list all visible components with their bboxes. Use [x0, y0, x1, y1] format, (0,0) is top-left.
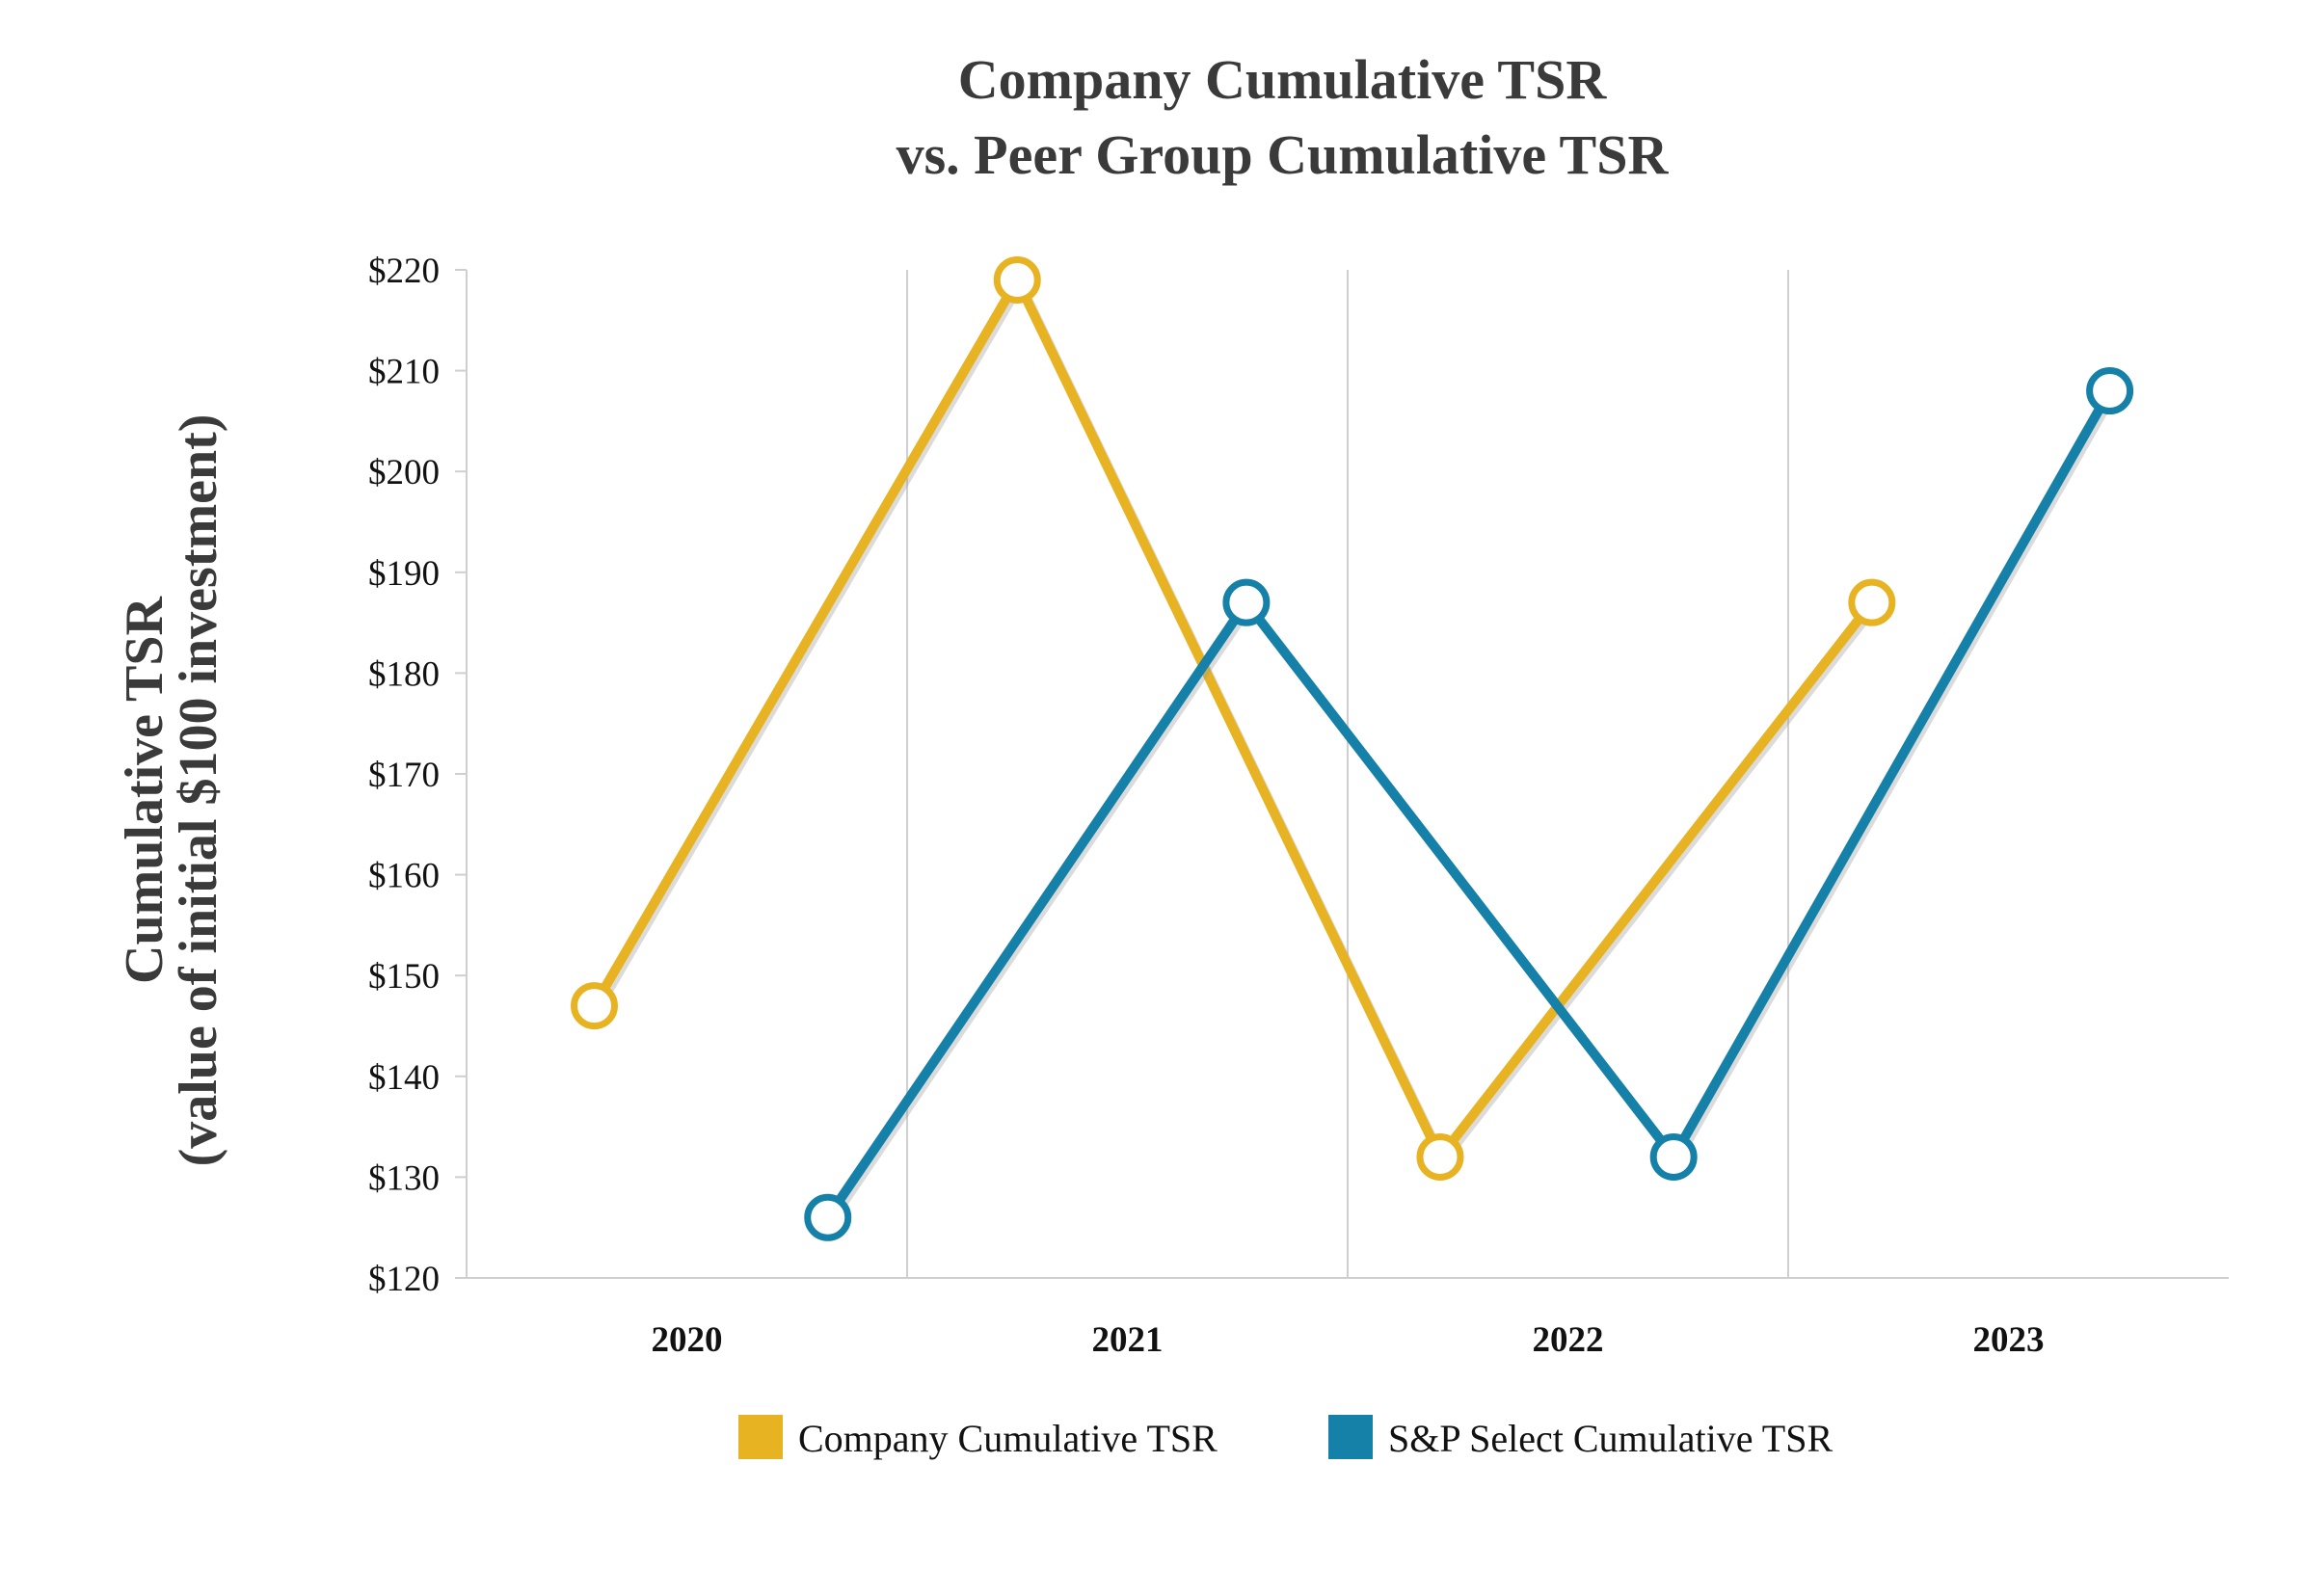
legend-swatch: [738, 1415, 783, 1459]
y-tick-label: $150: [368, 957, 440, 997]
y-tick-label: $180: [368, 654, 440, 694]
legend-label: Company Cumulative TSR: [798, 1417, 1218, 1460]
data-point-marker: [993, 255, 1041, 304]
y-tick-label: $120: [368, 1260, 440, 1299]
data-point-marker: [1416, 1132, 1464, 1181]
legend-label: S&P Select Cumulative TSR: [1388, 1417, 1833, 1460]
y-tick-label: $130: [368, 1158, 440, 1198]
data-point-marker: [1649, 1132, 1698, 1181]
x-category-label: 2023: [1973, 1320, 2045, 1360]
data-point-marker: [1848, 578, 1896, 626]
series-1: [804, 367, 2134, 1241]
y-axis-label-line-1: Cumulative TSR: [115, 596, 174, 983]
chart-title-line-1: Company Cumulative TSR: [958, 48, 1608, 111]
series-line: [823, 388, 2114, 1221]
chart-title-line-2: vs. Peer Group Cumulative TSR: [897, 123, 1670, 186]
series-line: [590, 275, 1876, 1162]
x-category-label: 2021: [1092, 1320, 1164, 1360]
data-point-marker: [2086, 367, 2134, 415]
data-point-marker: [571, 982, 619, 1030]
y-tick-label: $200: [368, 453, 440, 492]
series-line-shadow: [593, 273, 1879, 1170]
series-line-shadow: [826, 392, 2117, 1225]
legend-swatch: [1328, 1415, 1373, 1459]
y-axis-label-line-2: (value of initial $100 investment): [169, 414, 228, 1167]
y-tick-label: $160: [368, 857, 440, 896]
y-tick-label: $170: [368, 756, 440, 795]
y-tick-label: $140: [368, 1058, 440, 1098]
data-point-marker: [804, 1193, 852, 1241]
y-tick-label: $190: [368, 554, 440, 594]
y-tick-label: $220: [368, 252, 440, 291]
data-point-marker: [1222, 578, 1271, 626]
y-tick-label: $210: [368, 353, 440, 392]
x-category-label: 2020: [652, 1320, 723, 1360]
series-0: [571, 255, 1896, 1181]
x-category-label: 2022: [1533, 1320, 1604, 1360]
